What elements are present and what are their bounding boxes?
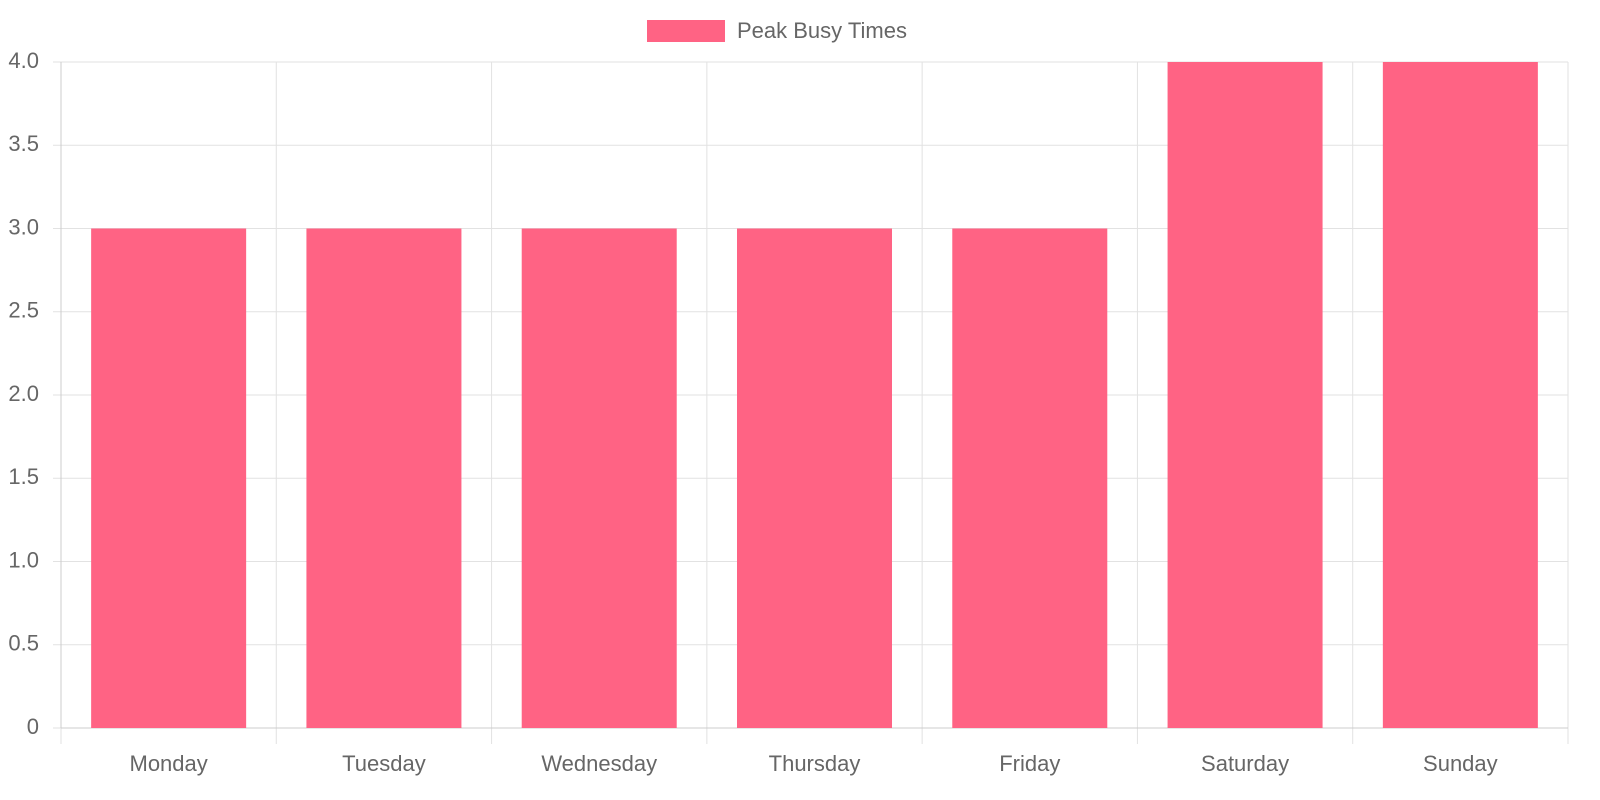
y-tick-label: 1.5 bbox=[8, 464, 39, 489]
y-tick-label: 3.0 bbox=[8, 214, 39, 239]
bar bbox=[1382, 62, 1538, 728]
bar bbox=[306, 228, 462, 728]
y-tick-label: 2.0 bbox=[8, 381, 39, 406]
bar bbox=[521, 228, 677, 728]
bar bbox=[736, 228, 893, 728]
x-tick-label: Wednesday bbox=[541, 751, 657, 776]
y-tick-label: 1.0 bbox=[8, 547, 39, 572]
legend-swatch bbox=[647, 20, 725, 42]
y-tick-label: 0 bbox=[27, 714, 39, 739]
x-tick-label: Monday bbox=[130, 751, 208, 776]
x-tick-label: Tuesday bbox=[342, 751, 426, 776]
bar bbox=[952, 228, 1108, 728]
y-tick-label: 0.5 bbox=[8, 631, 39, 656]
bar bbox=[91, 228, 247, 728]
x-tick-label: Sunday bbox=[1423, 751, 1498, 776]
x-tick-label: Saturday bbox=[1201, 751, 1289, 776]
x-tick-label: Friday bbox=[999, 751, 1060, 776]
y-tick-label: 2.5 bbox=[8, 298, 39, 323]
legend-label: Peak Busy Times bbox=[737, 18, 907, 43]
bar bbox=[1167, 62, 1323, 728]
y-tick-label: 4.0 bbox=[8, 48, 39, 73]
y-tick-label: 3.5 bbox=[8, 131, 39, 156]
x-tick-label: Thursday bbox=[769, 751, 861, 776]
